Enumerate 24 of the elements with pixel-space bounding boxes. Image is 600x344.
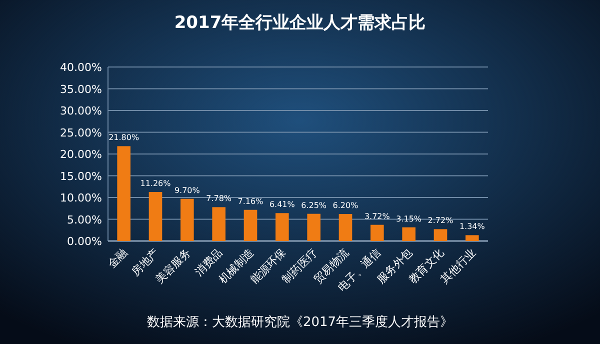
value-label: 6.20% [332, 201, 358, 210]
value-label: 1.34% [459, 222, 485, 232]
value-label: 2.72% [428, 216, 454, 226]
value-label: 3.72% [364, 212, 390, 221]
ytick: 5.00% [67, 213, 102, 226]
value-label: 7.78% [206, 194, 232, 204]
ytick: 20.00% [60, 148, 102, 161]
ytick: 30.00% [60, 104, 102, 118]
value-label: 9.70% [174, 186, 200, 195]
ytick: 35.00% [60, 82, 102, 96]
value-label: 6.25% [301, 200, 327, 210]
ytick: 25.00% [60, 126, 102, 140]
value-label: 21.80% [108, 133, 140, 142]
value-label: 3.15% [396, 214, 422, 224]
xtick: 金融 [105, 246, 130, 271]
value-label: 11.26% [140, 179, 171, 188]
ytick: 0.00% [67, 235, 102, 248]
value-label: 7.16% [238, 196, 264, 206]
ytick: 40.00% [60, 61, 102, 74]
title: 2017年全行业企业人才需求占比 [174, 13, 426, 33]
ytick: 15.00% [60, 170, 102, 183]
annotation: 数据来源：大数据研究院《2017年三季度人才报告》 [146, 315, 454, 330]
ytick: 10.00% [60, 192, 102, 204]
value-label: 6.41% [269, 200, 295, 210]
